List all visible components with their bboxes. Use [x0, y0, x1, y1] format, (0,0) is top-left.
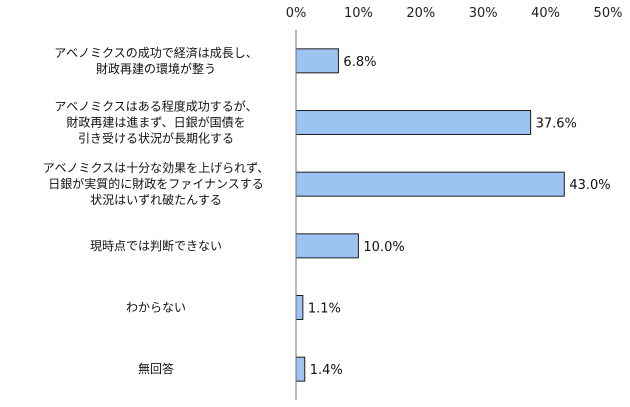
value-label: 10.0% [363, 240, 404, 255]
x-tick-labels: 0% 10% 20% 30% 40% 50% [286, 6, 623, 21]
x-tick-label: 10% [344, 6, 373, 21]
category-label: 状況はいずれ破たんする [90, 192, 222, 207]
bar [295, 295, 304, 320]
value-label: 6.8% [343, 55, 376, 70]
category-label: アベノミクスはある程度成功するが、 [54, 99, 257, 114]
x-tick-label: 20% [406, 6, 435, 21]
value-label: 1.4% [310, 363, 343, 378]
value-label: 37.6% [536, 117, 577, 132]
category-label: わからない [126, 301, 186, 315]
category-label: 財政再建は進まず、日銀が国債を [66, 115, 245, 130]
x-tick-label: 40% [531, 6, 560, 21]
category-label: 引き受ける状況が長期化する [78, 131, 234, 146]
category-label: アベノミクスは十分な効果を上げられず、 [43, 160, 270, 175]
category-label: 日銀が実質的に財政をファイナンスする [48, 176, 264, 191]
bar [295, 171, 565, 197]
value-labels: 6.8% 37.6% 43.0% 10.0% 1.1% 1.4% [308, 55, 611, 378]
bar [295, 48, 339, 74]
bar [295, 356, 306, 382]
x-tick-label: 30% [469, 6, 498, 21]
bars [295, 48, 565, 382]
bar [295, 233, 359, 259]
bar [295, 110, 532, 135]
category-label: 財政再建の環境が整う [96, 61, 216, 76]
value-label: 43.0% [569, 178, 610, 193]
category-label: 現時点では判断できない [90, 238, 222, 253]
x-tick-label: 0% [286, 6, 307, 21]
category-label: アベノミクスの成功で経済は成長し、 [54, 45, 257, 60]
category-label: 無回答 [138, 361, 174, 376]
value-label: 1.1% [308, 302, 341, 317]
category-labels: アベノミクスの成功で経済は成長し、財政再建の環境が整うアベノミクスはある程度成功… [43, 45, 270, 376]
x-tick-label: 50% [594, 6, 623, 21]
